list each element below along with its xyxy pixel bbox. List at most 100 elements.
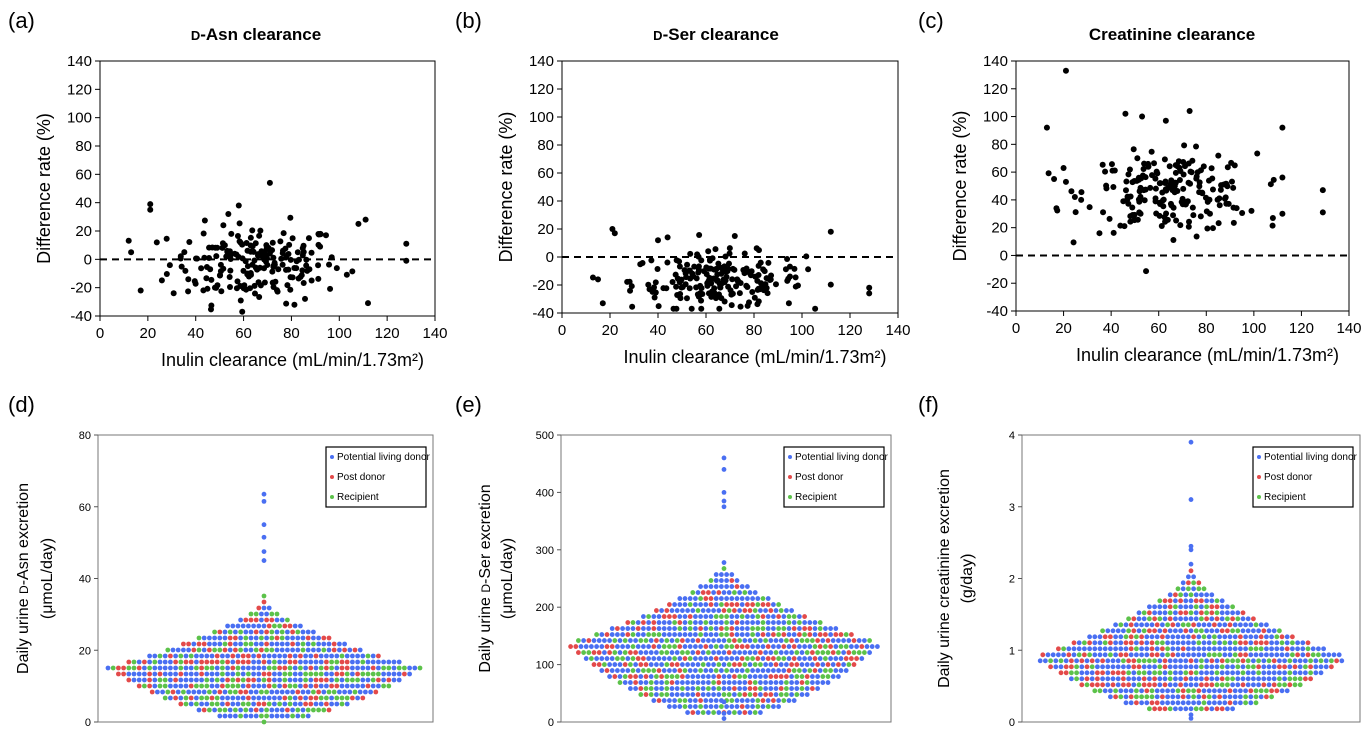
data-point [677, 668, 683, 673]
data-point [700, 674, 706, 679]
data-point [1063, 658, 1069, 664]
data-point [168, 683, 173, 689]
data-point [728, 291, 735, 298]
data-point [781, 620, 787, 625]
data-point [291, 301, 298, 308]
data-point [357, 647, 363, 653]
data-point [199, 677, 205, 683]
data-point [778, 650, 784, 655]
data-point [1269, 652, 1274, 658]
data-point [667, 704, 672, 709]
data-point [1279, 210, 1286, 217]
data-point [1271, 670, 1277, 676]
x-tick-label: 20 [140, 325, 157, 342]
panel-label: (e) [455, 392, 482, 417]
data-point [168, 671, 173, 677]
data-point [1256, 682, 1261, 688]
data-point [760, 602, 766, 607]
data-point [1140, 165, 1147, 172]
data-point [181, 647, 186, 653]
outlier-point [721, 498, 727, 504]
data-point [654, 638, 659, 643]
data-point [381, 659, 386, 665]
data-point [843, 668, 849, 673]
data-point [656, 656, 662, 661]
data-point [344, 701, 350, 707]
data-point [290, 689, 295, 695]
data-point [1178, 658, 1183, 664]
data-point [261, 593, 267, 599]
data-point [726, 686, 732, 691]
data-point [804, 692, 810, 697]
data-point [1240, 670, 1246, 676]
data-point [240, 683, 246, 689]
data-point [1160, 688, 1165, 694]
data-point [1173, 592, 1178, 598]
data-point [201, 647, 207, 653]
data-point [1170, 652, 1176, 658]
x-tick-label: 60 [235, 325, 252, 342]
data-point [370, 653, 376, 659]
data-point [339, 659, 345, 665]
data-point [804, 680, 810, 685]
data-point [716, 674, 722, 679]
data-point [147, 665, 153, 671]
data-point [227, 707, 233, 713]
data-point [261, 719, 267, 725]
data-point [862, 650, 867, 655]
data-point [1282, 658, 1287, 664]
data-point [682, 698, 688, 703]
data-point [1227, 700, 1233, 706]
data-point [698, 602, 703, 607]
data-point [194, 659, 199, 665]
data-point [1245, 676, 1251, 682]
data-point [714, 271, 721, 278]
data-point [669, 278, 676, 285]
data-point [726, 674, 732, 679]
data-point [622, 638, 628, 643]
data-point [1271, 658, 1277, 664]
data-point [747, 608, 753, 613]
data-point [673, 257, 680, 264]
data-point [1287, 682, 1293, 688]
data-point [326, 707, 332, 713]
data-point [250, 248, 257, 255]
data-point [1087, 634, 1092, 640]
data-point [763, 674, 768, 679]
data-point [708, 596, 714, 601]
outlier-point [261, 534, 267, 540]
data-point [1204, 616, 1209, 622]
data-point [1043, 658, 1048, 664]
data-point [1178, 676, 1183, 682]
data-point [173, 683, 179, 689]
data-point [773, 674, 779, 679]
data-point [706, 650, 711, 655]
x-tick-label: 120 [837, 322, 862, 339]
data-point [1061, 652, 1066, 658]
data-point [1141, 628, 1147, 634]
data-point [238, 689, 244, 695]
data-point [1157, 598, 1163, 604]
data-point [1279, 640, 1285, 646]
data-point [329, 653, 334, 659]
data-point [1274, 646, 1280, 652]
data-point [838, 668, 844, 673]
data-point [799, 650, 805, 655]
data-point [641, 614, 646, 619]
data-point [641, 620, 646, 625]
data-point [277, 665, 282, 671]
data-point [739, 668, 745, 673]
data-point [391, 671, 397, 677]
data-point [298, 272, 305, 279]
data-point [669, 638, 675, 643]
data-point [287, 256, 294, 263]
data-point [1074, 670, 1079, 676]
data-point [326, 689, 332, 695]
data-point [827, 228, 834, 235]
data-point [755, 668, 761, 673]
data-point [615, 656, 620, 661]
data-point [672, 626, 677, 631]
data-point [750, 704, 755, 709]
data-point [711, 638, 716, 643]
data-point [1175, 640, 1181, 646]
